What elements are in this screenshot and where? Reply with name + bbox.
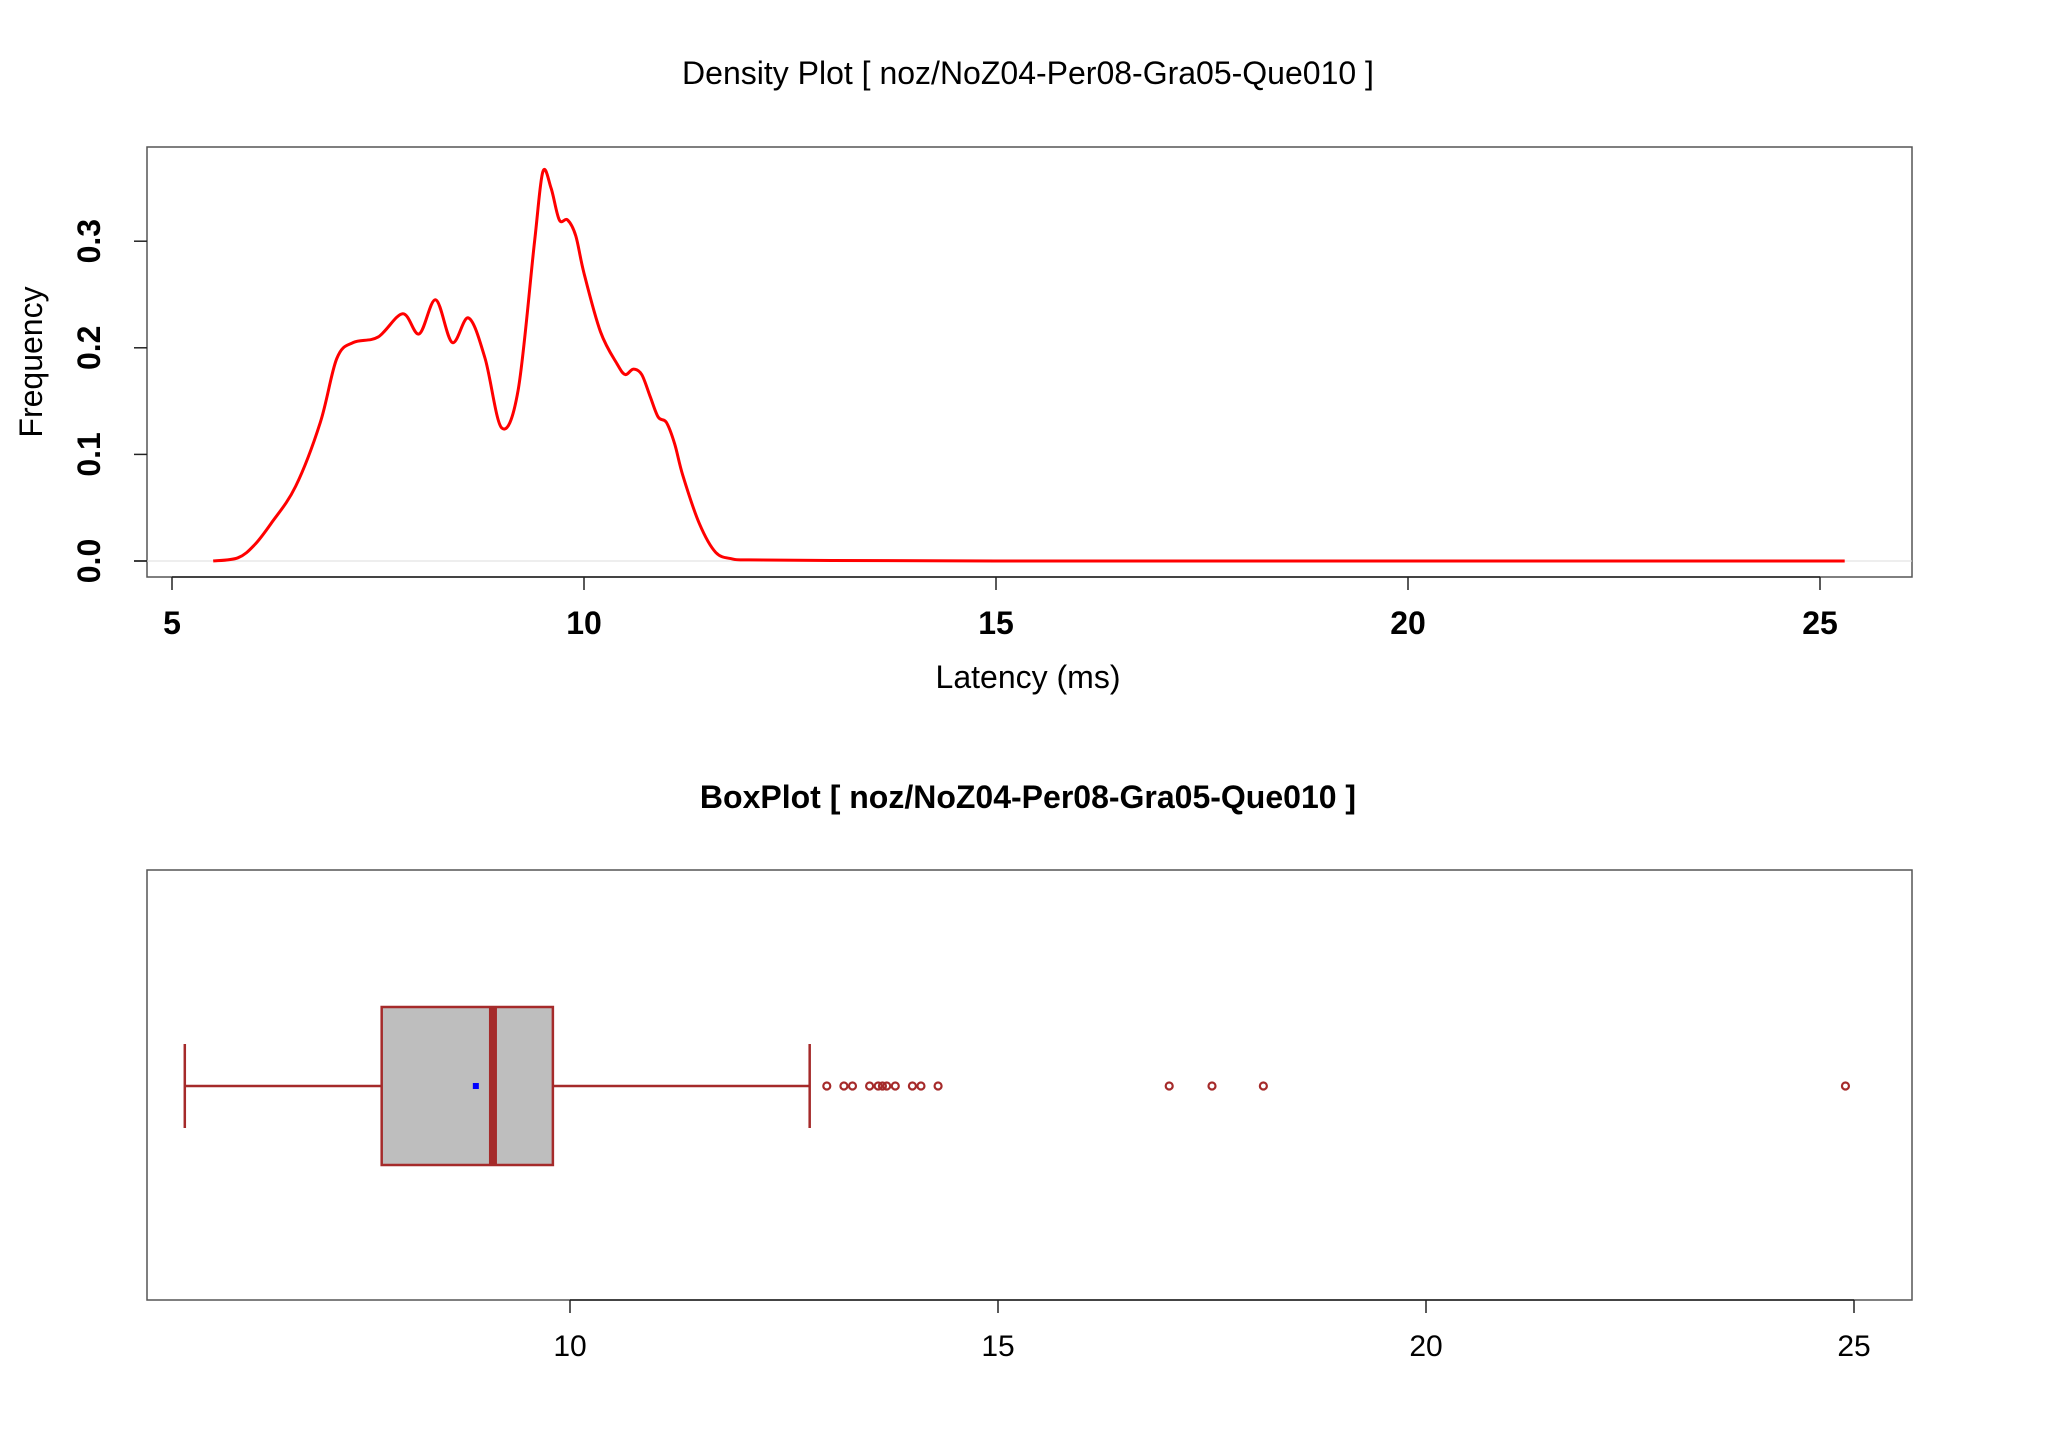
outlier-point [877,1081,888,1091]
outlier-point [847,1081,858,1091]
box-plot-panel: BoxPlot [ noz/NoZ04-Per08-Gra05-Que010 ]… [146,779,1913,1363]
density-y-axis-label: Frequency [13,286,49,437]
density-y-tick-label: 0.0 [71,539,107,583]
density-y-tick-label: 0.3 [71,219,107,263]
outlier-point [882,1081,892,1091]
density-y-tick-label: 0.2 [71,326,107,370]
density-y-tick-label: 0.1 [71,432,107,476]
density-x-tick-label: 25 [1802,605,1838,641]
outlier-point [916,1081,926,1091]
outlier-point [1207,1081,1217,1091]
density-curve [213,168,1845,563]
density-x-tick-label: 15 [978,605,1014,641]
box-x-tick-label: 15 [981,1330,1014,1363]
outlier-point [873,1081,883,1091]
outlier-point [839,1081,849,1091]
outlier-point [890,1081,900,1091]
box-x-tick-label: 25 [1837,1330,1870,1363]
density-y-ticks: 0.0 0.1 0.2 0.3 [71,219,1912,583]
outlier-point [1164,1081,1174,1091]
iqr-box [380,1005,555,1167]
density-x-tick-label: 10 [566,605,602,641]
box-plot-title: BoxPlot [ noz/NoZ04-Per08-Gra05-Que010 ] [700,779,1356,815]
density-x-tick-label: 5 [163,605,181,641]
density-x-axis-label: Latency (ms) [936,659,1121,695]
box-x-tick-label: 10 [553,1330,586,1363]
outlier-point [1840,1081,1851,1091]
box-plot-marks [183,1005,1851,1167]
outlier-point [864,1081,875,1091]
density-x-ticks: 5 10 15 20 25 [163,576,1838,641]
mean-marker [472,1083,479,1089]
density-plot-title: Density Plot [ noz/NoZ04-Per08-Gra05-Que… [682,55,1374,91]
box-x-ticks: 10 15 20 25 [553,1299,1871,1363]
density-plot-panel: Density Plot [ noz/NoZ04-Per08-Gra05-Que… [13,55,1913,695]
density-plot-frame [146,146,1913,578]
outlier-point [933,1081,943,1091]
density-x-tick-label: 20 [1390,605,1426,641]
outlier-point [907,1081,918,1091]
outlier-point [1258,1081,1268,1091]
outlier-point [822,1081,832,1091]
box-x-tick-label: 20 [1409,1330,1442,1363]
